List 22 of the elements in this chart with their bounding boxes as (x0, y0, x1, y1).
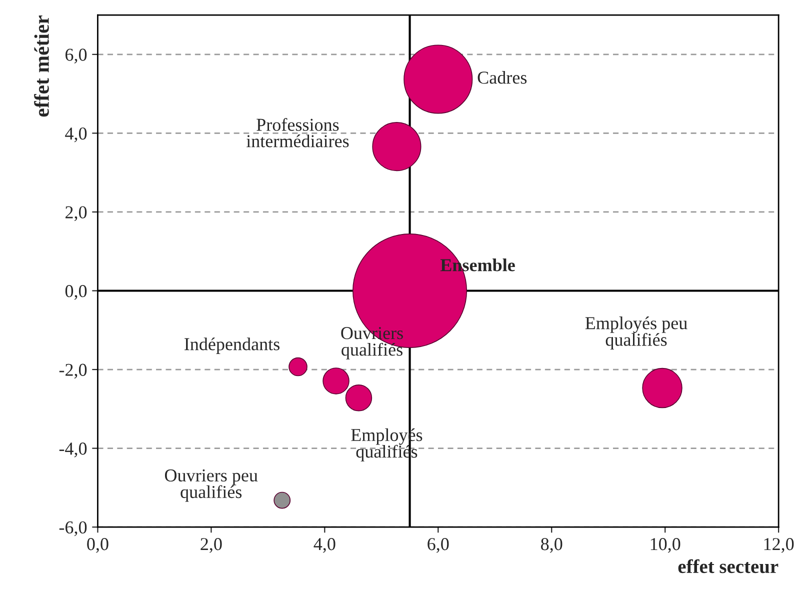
x-tick-label: 6,0 (428, 538, 449, 553)
x-tick-label: 0,0 (87, 538, 108, 553)
x-tick-label: 10,0 (650, 538, 680, 553)
annotation: Indépendants (184, 338, 280, 354)
x-tick-label: 2,0 (200, 538, 222, 553)
annotation: Ouvriers peu qualifiés (164, 469, 258, 502)
annotation: Cadres (478, 71, 527, 84)
annotation: Employés peu qualifiés (585, 316, 688, 350)
x-axis-title: effet secteur (678, 559, 778, 574)
y-tick-label: -6,0 (59, 521, 87, 536)
y-tick-label: 0,0 (65, 285, 87, 300)
x-tick-label: 12,0 (764, 538, 794, 553)
x-tick-label: 4,0 (314, 538, 336, 553)
y-axis-title: effet métier (34, 15, 49, 117)
annotation: Professions intermédiaires (246, 118, 349, 148)
y-tick-label: 2,0 (66, 206, 87, 222)
y-tick-label: 4,0 (65, 127, 87, 142)
y-tick-label: -2,0 (59, 364, 87, 379)
y-tick-label: 6,0 (66, 48, 87, 64)
annotation: Ouvriers qualifiés (341, 327, 403, 360)
y-tick-label: -4,0 (59, 442, 87, 458)
x-tick-label: 8,0 (541, 538, 562, 553)
